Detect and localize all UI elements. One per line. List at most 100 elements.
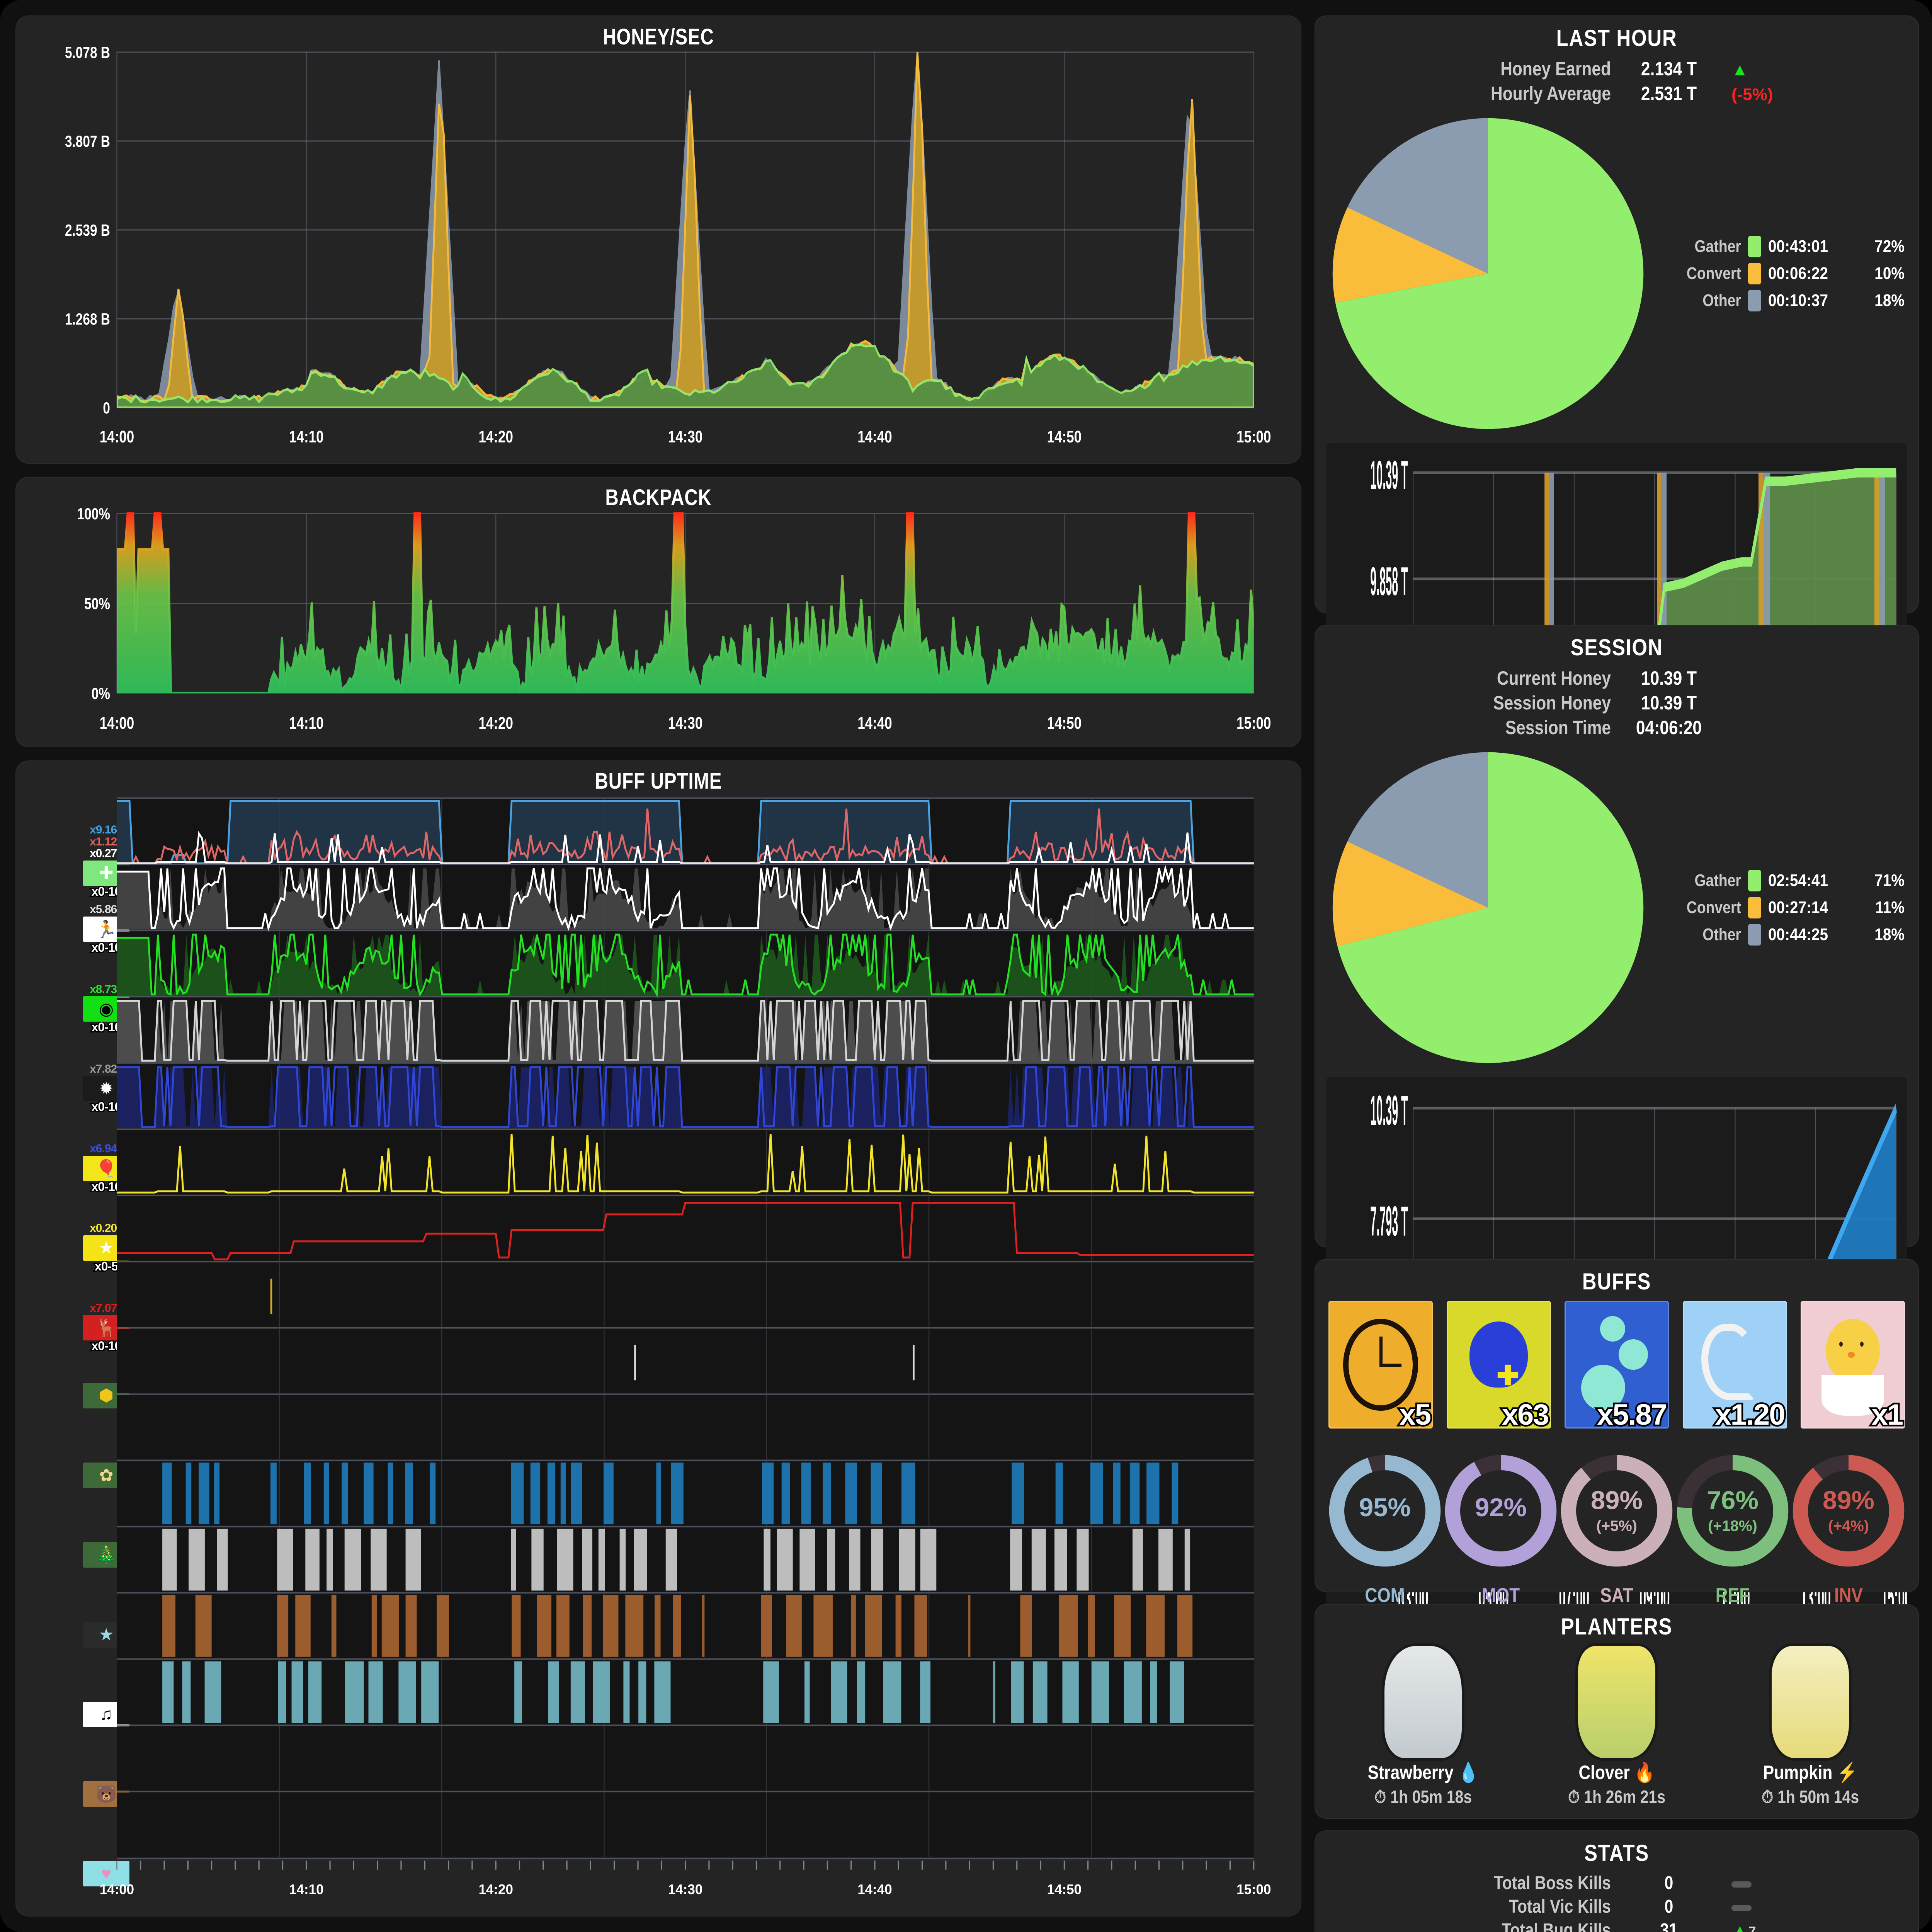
legend-swatch-convert (1748, 263, 1761, 284)
gauge-label: COM (1365, 1584, 1405, 1607)
buff-gauge-inv: 89% (+4%) INV (1791, 1440, 1906, 1607)
buff-uptime-title: BUFF UPTIME (595, 769, 722, 794)
session-title: SESSION (1570, 634, 1663, 660)
stat-delta-flat-icon (1731, 1905, 1752, 1912)
legend-label: Other (1702, 925, 1741, 944)
legend-swatch-convert (1748, 896, 1761, 918)
bubbles-buff-icon[interactable]: x5.87 (1565, 1301, 1669, 1429)
legend-pct: 72% (1874, 237, 1905, 256)
session-row: Session Honey 10.39 T (1326, 692, 1907, 714)
legend-time: 00:44:25 (1768, 925, 1828, 944)
gauge-label: SAT (1600, 1584, 1633, 1607)
stat-delta-flat-icon (1731, 1881, 1752, 1888)
planter-item: Pumpkin ⚡ ⏱ 1h 50m 14s (1714, 1646, 1907, 1808)
stat-delta-up-icon: ▲ (1731, 1921, 1748, 1932)
backpack-panel: BACKPACK 100% 50% 0% 14:00 14:10 14:20 14:30 1… (15, 477, 1301, 747)
planter-name: Pumpkin ⚡ (1763, 1761, 1858, 1783)
buff-multiplier: x5 (1398, 1396, 1433, 1429)
stat-delta (1727, 1898, 1808, 1917)
svg-text:14:30: 14:30 (668, 1881, 702, 1897)
honey-per-second-chart: 5.078 B 3.807 B 2.539 B 1.268 B 0 14:00 14:10… (15, 15, 1301, 464)
buff-gauge-ref: 76% (+18%) REF (1675, 1440, 1791, 1607)
legend-swatch-other (1748, 290, 1761, 311)
honey-earned-delta: ▲ (1731, 60, 1748, 79)
svg-text:14:20: 14:20 (478, 427, 513, 446)
svg-text:2.539 B: 2.539 B (65, 221, 110, 239)
strawberry-planter-icon (1384, 1646, 1462, 1758)
last-hour-row: Honey Earned 2.134 T ▲ (1326, 58, 1907, 80)
legend-pct: 11% (1875, 898, 1905, 917)
session-pie-chart (1332, 752, 1644, 1063)
gauge-percent: 89% (1591, 1486, 1643, 1515)
planter-item: Clover 🔥 ⏱ 1h 26m 21s (1520, 1646, 1713, 1808)
buff-uptime-chart: 14:00 14:10 14:20 14:30 14:40 14:50 15:00 (15, 760, 1301, 1917)
planter-item: Strawberry 💧 ⏱ 1h 05m 18s (1327, 1646, 1520, 1808)
svg-text:14:40: 14:40 (857, 427, 892, 446)
buff-multiplier: x5.87 (1595, 1396, 1669, 1429)
gauge-label: REF (1715, 1584, 1750, 1607)
legend-pct: 10% (1874, 264, 1905, 283)
svg-text:15:00: 15:00 (1236, 714, 1271, 733)
stat-delta-value: 7 (1748, 1923, 1756, 1932)
honey-earned-label: Honey Earned (1500, 58, 1611, 80)
svg-text:14:40: 14:40 (857, 1881, 892, 1897)
svg-text:10.39 T: 10.39 T (1370, 453, 1408, 498)
svg-text:14:30: 14:30 (668, 427, 702, 446)
legend-pct: 18% (1874, 291, 1905, 310)
session-panel: SESSION Current Honey 10.39 T Session Ho… (1315, 624, 1919, 1680)
planter-name: Strawberry 💧 (1367, 1761, 1479, 1783)
legend-item: Gather 02:54:41 71% (1660, 869, 1907, 891)
svg-text:14:20: 14:20 (478, 714, 513, 733)
buff-uptime-panel: BUFF UPTIME x9.162 x1.125 x0.275 ✚ x0-10 x5.… (15, 760, 1301, 1917)
stat-label: Total Vic Kills (1509, 1896, 1611, 1917)
session-time-value: 04:06:20 (1636, 716, 1702, 738)
gauge-percent: 92% (1475, 1493, 1527, 1522)
planters-title: PLANTERS (1561, 1613, 1673, 1639)
wave-buff-icon[interactable]: x1.20 (1682, 1301, 1787, 1429)
session-honey-label: Session Honey (1493, 692, 1611, 714)
last-hour-pie-chart (1332, 118, 1644, 429)
svg-text:1.268 B: 1.268 B (65, 310, 110, 328)
legend-swatch-gather (1748, 869, 1761, 891)
wreath-icon: 🎄 (83, 1542, 129, 1568)
gauge-percent: 89% (1823, 1486, 1874, 1515)
gauge-ring: 76% (+18%) (1677, 1455, 1789, 1567)
svg-text:14:50: 14:50 (1047, 427, 1082, 446)
gauge-percent: 95% (1359, 1493, 1411, 1522)
legend-label: Gather (1694, 871, 1741, 890)
buffs-title: BUFFS (1582, 1268, 1651, 1294)
clock-buff-icon[interactable]: x5 (1328, 1301, 1433, 1429)
svg-text:7.793 T: 7.793 T (1370, 1197, 1408, 1245)
balloon-buff-icon[interactable]: ✚ x63 (1446, 1301, 1551, 1429)
chick-buff-icon[interactable]: x1 (1801, 1301, 1905, 1429)
gauge-ring: 92% (1445, 1455, 1557, 1567)
stat-row: Total Bug Kills 31 ▲7 (1326, 1920, 1907, 1932)
planter-time: ⏱ 1h 05m 18s (1374, 1786, 1472, 1807)
stats-title: STATS (1584, 1840, 1650, 1866)
current-honey-value: 10.39 T (1641, 667, 1697, 689)
planter-name: Clover 🔥 (1578, 1761, 1655, 1783)
svg-text:9.858 T: 9.858 T (1370, 559, 1408, 604)
stat-label: Total Bug Kills (1502, 1920, 1611, 1932)
svg-text:14:40: 14:40 (857, 714, 892, 733)
gauge-ring: 95% (1329, 1455, 1441, 1567)
session-honey-value: 10.39 T (1641, 692, 1697, 714)
gauge-label: INV (1834, 1584, 1863, 1607)
planter-type-icon: 💧 (1458, 1761, 1479, 1783)
svg-text:3.807 B: 3.807 B (65, 133, 110, 150)
buff-multiplier: x1.20 (1713, 1396, 1787, 1429)
legend-time: 00:43:01 (1768, 237, 1828, 256)
pumpkin-planter-icon (1772, 1646, 1849, 1758)
last-hour-panel: LAST HOUR Honey Earned 2.134 T ▲ Hourly … (1315, 15, 1919, 1021)
legend-time: 02:54:41 (1768, 871, 1828, 890)
honey-earned-value: 2.134 T (1641, 58, 1697, 80)
svg-text:14:00: 14:00 (100, 1881, 134, 1897)
legend-item: Gather 00:43:01 72% (1660, 236, 1907, 257)
stopwatch-icon: ⏱ (1762, 1786, 1774, 1807)
svg-text:14:30: 14:30 (668, 714, 702, 733)
legend-pct: 71% (1874, 871, 1905, 890)
legend-label: Gather (1694, 237, 1741, 256)
session-time-label: Session Time (1505, 716, 1611, 738)
gauge-ring: 89% (+5%) (1561, 1455, 1673, 1567)
